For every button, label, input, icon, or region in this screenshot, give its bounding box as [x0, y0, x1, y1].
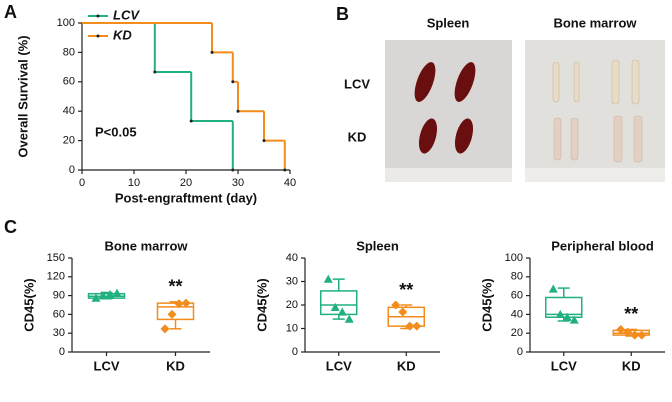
- x-tick-label: LCV: [94, 358, 120, 373]
- data-point: [391, 300, 401, 310]
- data-point: [637, 330, 647, 340]
- x-tick-label: LCV: [326, 358, 352, 373]
- y-tick-label: 40: [63, 105, 75, 117]
- chart-title: Spleen: [356, 238, 399, 253]
- x-tick-label: LCV: [551, 358, 577, 373]
- data-point: [405, 321, 415, 331]
- y-tick-label: 120: [47, 271, 65, 283]
- chart-title: Bone marrow: [104, 238, 188, 253]
- bone-images: [552, 59, 643, 163]
- panel-label: A: [4, 2, 17, 22]
- y-tick-label: 60: [63, 76, 75, 88]
- data-point: [548, 284, 558, 293]
- legend-marker: [96, 34, 100, 38]
- x-tick-label: 40: [284, 177, 296, 189]
- y-tick-label: 30: [53, 327, 65, 339]
- y-tick-label: 90: [53, 290, 65, 302]
- y-axis-label: Overall Survival (%): [15, 35, 30, 157]
- photo-panel: Spleen Bone marrow LCV KD: [344, 15, 665, 182]
- x-tick-label: KD: [166, 358, 185, 373]
- legend-marker: [96, 14, 100, 18]
- ruler: [525, 168, 665, 182]
- data-point: [569, 315, 579, 324]
- legend-label: LCV: [113, 7, 140, 22]
- step-point: [210, 50, 214, 54]
- x-tick-label: KD: [397, 358, 416, 373]
- photo: [525, 40, 665, 182]
- y-tick-label: 20: [511, 327, 523, 339]
- box: [156, 302, 195, 321]
- y-tick-label: 60: [53, 308, 65, 320]
- data-point: [623, 327, 633, 337]
- x-axis-label: Post-engraftment (day): [115, 190, 257, 205]
- data-point: [160, 324, 170, 334]
- y-tick-label: 20: [63, 135, 75, 147]
- y-tick-label: 10: [286, 322, 298, 334]
- y-tick-label: 0: [517, 346, 523, 358]
- step-point: [153, 70, 157, 74]
- y-tick-label: 60: [511, 290, 523, 302]
- data-point: [344, 314, 354, 323]
- y-tick-label: 80: [511, 271, 523, 283]
- x-tick-label: 20: [180, 177, 192, 189]
- data-point: [330, 302, 340, 311]
- data-point: [630, 330, 640, 340]
- y-tick-label: 30: [286, 275, 298, 287]
- data-point: [398, 307, 408, 317]
- data-point: [91, 293, 101, 302]
- y-tick-label: 40: [511, 308, 523, 320]
- y-tick-label: 80: [63, 46, 75, 58]
- y-axis-label: CD45(%): [21, 278, 36, 331]
- step-point: [236, 109, 240, 113]
- significance: **: [168, 277, 182, 297]
- column-label: Spleen: [427, 15, 470, 30]
- column-label: Bone marrow: [553, 15, 637, 30]
- y-tick-label: 100: [57, 17, 75, 29]
- row-label: LCV: [344, 76, 370, 91]
- significance: **: [624, 304, 638, 324]
- data-point: [323, 274, 333, 283]
- x-tick-label: KD: [622, 358, 641, 373]
- step-point: [231, 168, 235, 172]
- data-point: [167, 309, 177, 319]
- y-tick-label: 20: [286, 299, 298, 311]
- data-point: [181, 298, 191, 308]
- panel-label: B: [336, 4, 349, 24]
- spleen-images: [414, 62, 476, 154]
- data-point: [562, 312, 572, 321]
- data-point: [174, 299, 184, 309]
- x-tick-label: 0: [79, 177, 85, 189]
- step-point: [262, 139, 266, 143]
- data-point: [616, 324, 626, 334]
- y-tick-label: 0: [69, 164, 75, 176]
- data-point: [337, 307, 347, 316]
- x-tick-label: 10: [128, 177, 140, 189]
- y-axis-label: CD45(%): [254, 278, 269, 331]
- y-axis-label: CD45(%): [479, 278, 494, 331]
- step-point: [231, 80, 235, 84]
- photo: [385, 40, 512, 182]
- y-tick-label: 40: [286, 252, 298, 264]
- y-tick-label: 0: [59, 346, 65, 358]
- step-point: [189, 119, 193, 123]
- step-point: [283, 168, 287, 172]
- x-tick-label: 30: [232, 177, 244, 189]
- data-point: [98, 291, 108, 300]
- data-point: [105, 289, 115, 298]
- y-tick-label: 0: [292, 346, 298, 358]
- y-tick-label: 150: [47, 252, 65, 264]
- ruler: [385, 168, 512, 182]
- legend-label: KD: [113, 27, 132, 42]
- data-point: [555, 309, 565, 318]
- data-point: [112, 288, 122, 297]
- row-label: KD: [348, 129, 367, 144]
- annotation: P<0.05: [95, 124, 137, 139]
- panel-label: C: [4, 217, 17, 237]
- chart-title: Peripheral blood: [551, 238, 654, 253]
- significance: **: [399, 280, 413, 300]
- y-tick-label: 100: [505, 252, 523, 264]
- data-point: [412, 321, 422, 331]
